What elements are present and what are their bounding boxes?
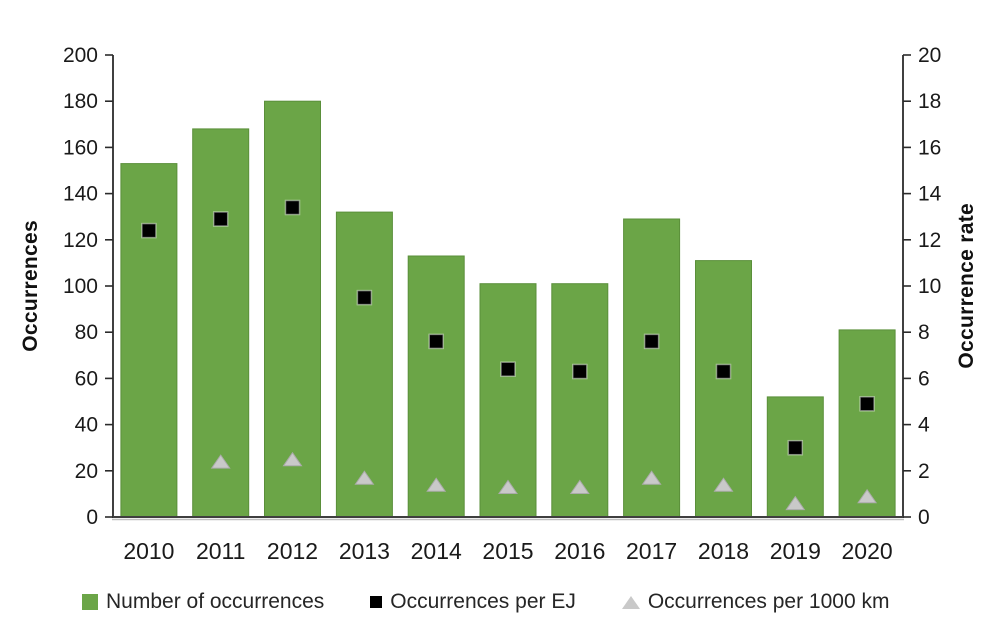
left-axis-tick-label: 60 <box>75 367 98 390</box>
right-axis-tick-label: 0 <box>918 506 930 529</box>
legend-triangle-marker-icon <box>621 595 640 609</box>
x-axis-label-2013: 2013 <box>339 538 390 564</box>
square-marker-2015 <box>500 361 516 377</box>
right-axis-tick-label: 4 <box>918 414 930 437</box>
legend-item-2: Occurrences per 1000 km <box>621 590 890 614</box>
legend-item-1: Occurrences per EJ <box>370 590 576 614</box>
left-axis-title: Occurrences <box>19 220 42 352</box>
bar-2013 <box>335 211 393 518</box>
right-axis-title-box: Occurrence rate <box>950 55 984 517</box>
legend-label-0: Number of occurrences <box>106 590 325 613</box>
square-marker-2017 <box>643 333 660 350</box>
square-marker-2010 <box>141 222 157 239</box>
x-axis-label-2012: 2012 <box>267 538 318 564</box>
bar-2016 <box>551 283 609 518</box>
left-axis-tick-label: 160 <box>63 136 98 159</box>
square-marker-2012 <box>284 199 301 216</box>
legend-item-0: Number of occurrences <box>82 590 324 614</box>
x-axis-label-2015: 2015 <box>482 538 533 564</box>
square-marker-2019 <box>787 439 804 456</box>
left-axis-tick-label: 180 <box>63 90 98 113</box>
left-axis-tick-label: 140 <box>63 183 98 206</box>
square-marker-2018 <box>715 363 732 380</box>
left-axis-tick-label: 0 <box>86 506 98 529</box>
left-axis-tick-label: 200 <box>63 44 98 67</box>
bar-2018 <box>695 260 752 518</box>
triangle-marker-2011 <box>210 454 231 469</box>
right-axis-tick-label: 8 <box>918 321 930 344</box>
triangle-marker-2018 <box>713 477 734 492</box>
left-axis-tick-label: 20 <box>75 460 98 483</box>
right-axis-tick-label: 12 <box>918 229 941 252</box>
triangle-marker-2012 <box>282 451 303 467</box>
triangle-marker-2020 <box>857 488 878 504</box>
right-axis-tick-label: 18 <box>918 90 941 113</box>
right-axis-title: Occurrence rate <box>955 203 978 369</box>
square-marker-2016 <box>572 363 588 380</box>
x-axis-label-2017: 2017 <box>626 538 677 564</box>
legend-bar-swatch-icon <box>82 594 98 610</box>
right-axis-tick-label: 20 <box>918 44 941 67</box>
legend-label-2: Occurrences per 1000 km <box>647 590 890 613</box>
bar-2014 <box>407 255 465 518</box>
bar-2015 <box>479 283 537 518</box>
bar-2012 <box>264 100 321 518</box>
right-axis-tick-label: 14 <box>918 183 942 206</box>
right-axis-tick-label: 10 <box>918 275 941 298</box>
left-axis-tick-label: 120 <box>63 229 98 252</box>
left-axis-tick-label: 80 <box>75 321 98 344</box>
right-axis-tick-label: 16 <box>918 136 941 159</box>
legend-label-1: Occurrences per EJ <box>390 590 576 613</box>
square-marker-2020 <box>859 396 875 412</box>
triangle-marker-2014 <box>426 477 447 492</box>
x-axis-label-2020: 2020 <box>842 538 893 564</box>
x-axis-label-2011: 2011 <box>196 538 245 564</box>
legend-square-marker-icon <box>370 596 383 608</box>
right-axis-tick-label: 2 <box>918 460 930 483</box>
bar-2010 <box>120 163 178 518</box>
x-axis-label-2016: 2016 <box>554 538 605 564</box>
square-marker-2014 <box>428 333 444 350</box>
left-axis-title-box: Occurrences <box>14 55 48 517</box>
left-axis-tick-label: 40 <box>75 414 98 437</box>
right-axis-tick-label: 6 <box>918 367 930 390</box>
bar-2020 <box>838 329 896 518</box>
x-axis-label-2014: 2014 <box>411 538 462 564</box>
triangle-marker-2013 <box>354 470 375 485</box>
square-marker-2011 <box>212 211 229 227</box>
chart-legend: Number of occurrences Occurrences per EJ O… <box>82 586 889 618</box>
x-axis-label-2010: 2010 <box>123 538 174 564</box>
left-axis-tick-label: 100 <box>63 275 98 298</box>
triangle-marker-2015 <box>498 479 518 494</box>
triangle-marker-2017 <box>641 470 662 485</box>
x-axis-label-2018: 2018 <box>698 538 749 564</box>
bar-2011 <box>192 128 250 518</box>
x-axis-label-2019: 2019 <box>770 538 821 564</box>
triangle-marker-2019 <box>785 495 806 511</box>
square-marker-2013 <box>356 289 373 306</box>
triangle-marker-2016 <box>569 479 590 494</box>
